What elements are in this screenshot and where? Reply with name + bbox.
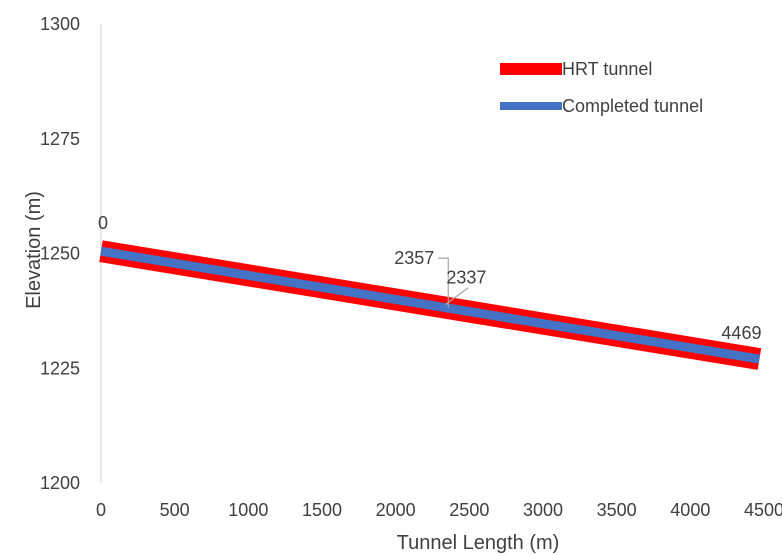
data-label: 4469 [721, 323, 761, 343]
x-tick-label: 1000 [228, 500, 268, 520]
legend-label-1: Completed tunnel [562, 96, 703, 116]
x-tick-label: 3500 [597, 500, 637, 520]
x-tick-label: 2000 [376, 500, 416, 520]
x-tick-label: 4500 [744, 500, 782, 520]
y-tick-labels: 1200 1225 1250 1275 1300 [40, 14, 80, 493]
callout-line [438, 257, 449, 309]
x-tick-label: 500 [160, 500, 190, 520]
y-axis-title: Elevation (m) [23, 191, 45, 309]
x-tick-labels: 0 500 1000 1500 2000 2500 3000 3500 4000 4500 [96, 500, 782, 520]
y-tick-label: 1200 [40, 473, 80, 493]
x-axis-title: Tunnel Length (m) [397, 532, 560, 554]
y-tick-label: 1300 [40, 14, 80, 34]
annotation-layer: 0 2357 2337 4469 [98, 213, 761, 343]
callout-line [444, 287, 469, 306]
data-label: 2337 [446, 268, 486, 288]
data-label: 0 [98, 213, 108, 233]
x-tick-label: 3000 [523, 500, 563, 520]
x-tick-label: 4000 [670, 500, 710, 520]
y-tick-label: 1225 [40, 358, 80, 378]
legend-label-0: HRT tunnel [562, 59, 652, 79]
series-layer [99, 240, 762, 370]
x-tick-label: 0 [96, 500, 106, 520]
x-tick-label: 2500 [449, 500, 489, 520]
series-line-1 [100, 246, 761, 364]
y-tick-label: 1275 [40, 129, 80, 149]
legend: HRT tunnel Completed tunnel [500, 59, 703, 116]
data-label: 2357 [394, 248, 434, 268]
y-tick-label: 1250 [40, 244, 80, 264]
x-tick-label: 1500 [302, 500, 342, 520]
